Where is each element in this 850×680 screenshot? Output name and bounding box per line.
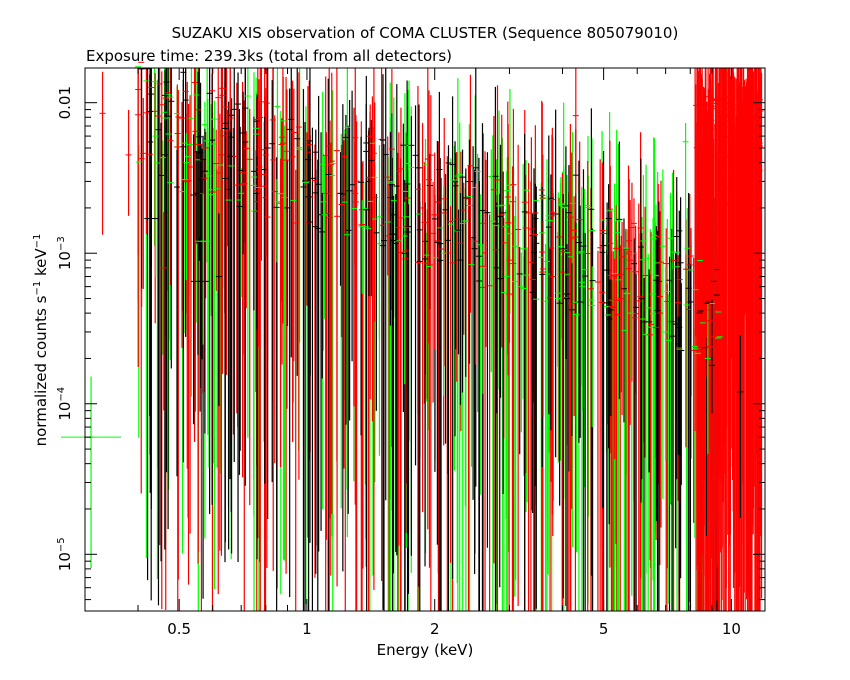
y-tick-label-base: 10	[56, 251, 74, 270]
y-tick-label-exp: −5	[56, 537, 67, 552]
y-axis-label: normalized counts s−1 keV−1	[32, 234, 50, 447]
x-axis-label: Energy (keV)	[377, 641, 474, 659]
error-bars	[90, 68, 763, 611]
y-tick-label: 10−3	[56, 236, 74, 270]
chart-title: SUZAKU XIS observation of COMA CLUSTER (…	[172, 24, 679, 42]
y-tick-label-exp: −3	[56, 236, 67, 251]
y-tick-label-exp: −4	[56, 387, 67, 402]
y-axis-label-exp1: −1	[32, 281, 43, 296]
data-points	[61, 61, 764, 438]
x-ticks: 0.5 1 2 5 10	[84, 68, 741, 638]
x-tick-label: 10	[722, 620, 741, 638]
y-tick-label: 10−4	[56, 387, 74, 421]
y-tick-label: 10−5	[56, 537, 74, 571]
y-tick-label-base: 0.01	[56, 86, 74, 119]
x-tick-label: 5	[599, 620, 609, 638]
chart-subtitle: Exposure time: 239.3ks (total from all d…	[86, 47, 452, 65]
x-tick-label: 0.5	[167, 620, 191, 638]
y-tick-label-base: 10	[56, 552, 74, 571]
y-axis-label-exp2: −1	[32, 234, 43, 249]
y-axis-label-base: normalized counts s	[32, 295, 50, 446]
plot-frame	[84, 67, 766, 612]
x-tick-label: 2	[430, 620, 440, 638]
y-tick-label-base: 10	[56, 402, 74, 421]
y-axis-label-mid: keV	[32, 248, 50, 281]
x-tick-label: 1	[302, 620, 312, 638]
y-tick-label: 0.01	[56, 86, 74, 119]
